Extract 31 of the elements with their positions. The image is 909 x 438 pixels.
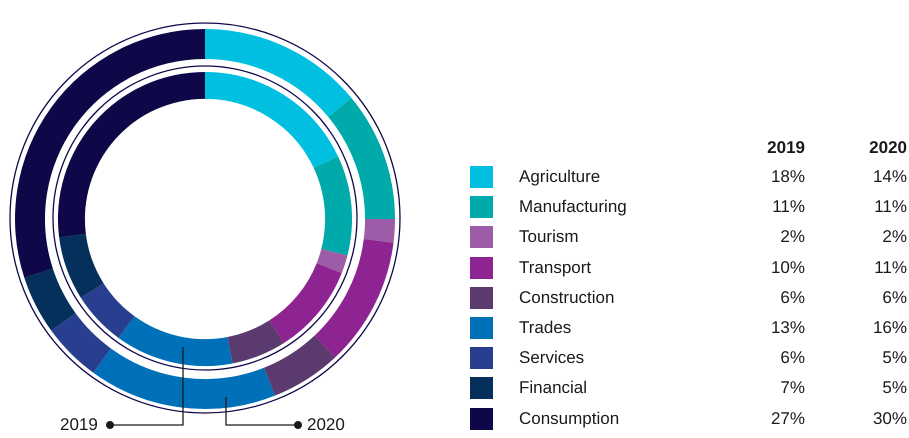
text: 2019 <box>767 138 805 157</box>
data-label: 30% <box>872 408 907 429</box>
legend-label: Financial <box>519 378 588 398</box>
legend-label: Construction <box>519 288 614 308</box>
slice-label: 2019 <box>60 415 98 435</box>
data-label: 11% <box>772 197 805 218</box>
legend-label: Tourism <box>519 227 579 248</box>
data-label: 5% <box>882 348 907 368</box>
data-label: 10% <box>770 258 805 278</box>
data-label: 16% <box>872 318 907 338</box>
data-label: 2% <box>882 227 907 248</box>
legend-label: Consumption <box>519 408 620 429</box>
legend-label: Services <box>519 348 584 368</box>
data-label: 6% <box>780 288 805 308</box>
slice-label: 2020 <box>307 415 345 435</box>
data-label: 2% <box>780 227 805 248</box>
text: 2020 <box>869 138 907 157</box>
legend-label: Transport <box>519 258 592 278</box>
legend-label: Trades <box>519 318 572 338</box>
data-label: 7% <box>780 378 805 398</box>
data-label: 11% <box>874 197 907 218</box>
data-label: 6% <box>780 348 805 368</box>
legend-label: Agriculture <box>519 167 600 187</box>
data-label: 14% <box>872 167 907 187</box>
data-label: 6% <box>882 288 907 308</box>
data-label: 13% <box>770 318 805 338</box>
data-label: 18% <box>770 167 805 187</box>
data-label: 27% <box>770 408 805 429</box>
legend-label: Manufacturing <box>519 197 627 218</box>
data-label: 11% <box>874 258 907 278</box>
data-label: 5% <box>882 378 907 398</box>
